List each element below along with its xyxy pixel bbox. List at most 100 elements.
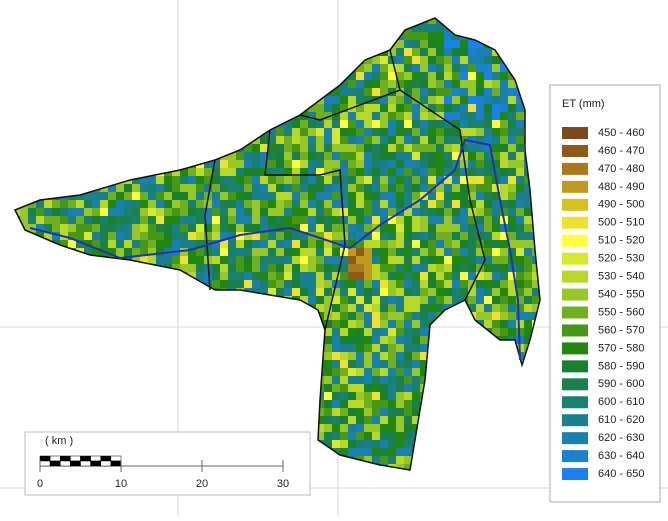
raster-cell (60, 216, 68, 224)
raster-cell (236, 32, 244, 40)
raster-cell (516, 18, 524, 24)
raster-cell (412, 312, 420, 320)
raster-cell (436, 352, 444, 360)
raster-cell (508, 120, 516, 128)
raster-cell (404, 448, 412, 456)
raster-cell (436, 136, 444, 144)
raster-cell (508, 344, 516, 352)
raster-cell (404, 424, 412, 432)
raster-cell (500, 200, 508, 208)
raster-cell (44, 400, 52, 408)
raster-cell (380, 88, 388, 96)
raster-cell (364, 176, 372, 184)
raster-cell (60, 120, 68, 128)
raster-cell (300, 176, 308, 184)
raster-cell (36, 280, 44, 288)
raster-cell (92, 408, 100, 416)
raster-cell (516, 216, 524, 224)
raster-cell (492, 384, 500, 392)
raster-cell (460, 112, 468, 120)
raster-cell (428, 360, 436, 368)
raster-cell (500, 176, 508, 184)
raster-cell (380, 344, 388, 352)
raster-cell (124, 424, 132, 432)
raster-cell (20, 280, 28, 288)
raster-cell (452, 64, 460, 72)
raster-cell (452, 72, 460, 80)
raster-cell (132, 96, 140, 104)
raster-cell (300, 424, 308, 432)
raster-cell (500, 104, 508, 112)
raster-cell (268, 104, 276, 112)
raster-cell (124, 40, 132, 48)
raster-cell (484, 144, 492, 152)
raster-cell (356, 400, 364, 408)
raster-cell (15, 32, 20, 40)
raster-cell (460, 408, 468, 416)
raster-cell (252, 256, 260, 264)
raster-cell (436, 368, 444, 376)
raster-cell (36, 416, 44, 424)
raster-cell (84, 200, 92, 208)
raster-cell (372, 128, 380, 136)
raster-cell (316, 208, 324, 216)
raster-cell (172, 144, 180, 152)
scale-checker (70, 455, 81, 462)
raster-cell (316, 72, 324, 80)
raster-cell (276, 312, 284, 320)
raster-cell (524, 360, 532, 368)
raster-cell (460, 144, 468, 152)
raster-cell (332, 416, 340, 424)
raster-cell (524, 32, 532, 40)
raster-cell (444, 112, 452, 120)
raster-cell (420, 88, 428, 96)
raster-cell (124, 392, 132, 400)
raster-cell (348, 184, 356, 192)
raster-cell (508, 368, 516, 376)
raster-cell (468, 424, 476, 432)
raster-cell (276, 96, 284, 104)
raster-cell (492, 392, 500, 400)
raster-cell (212, 312, 220, 320)
raster-cell (220, 40, 228, 48)
raster-cell (148, 152, 156, 160)
raster-cell (340, 40, 348, 48)
raster-cell (476, 18, 484, 24)
raster-cell (156, 416, 164, 424)
raster-cell (492, 360, 500, 368)
raster-cell (348, 464, 356, 470)
raster-cell (76, 336, 84, 344)
raster-cell (15, 128, 20, 136)
raster-cell (108, 368, 116, 376)
raster-cell (292, 96, 300, 104)
raster-cell (84, 192, 92, 200)
raster-cell (444, 200, 452, 208)
raster-cell (484, 424, 492, 432)
legend-label: 580 - 590 (598, 360, 644, 372)
raster-cell (52, 256, 60, 264)
raster-cell (524, 384, 532, 392)
raster-cell (148, 256, 156, 264)
raster-cell (428, 448, 436, 456)
raster-cell (436, 288, 444, 296)
raster-cell (260, 232, 268, 240)
raster-cell (36, 104, 44, 112)
raster-cell (148, 376, 156, 384)
raster-cell (500, 440, 508, 448)
raster-cell (244, 384, 252, 392)
raster-cell (516, 48, 524, 56)
raster-cell (356, 448, 364, 456)
raster-cell (436, 40, 444, 48)
raster-cell (236, 288, 244, 296)
raster-cell (84, 312, 92, 320)
raster-cell (516, 272, 524, 280)
raster-cell (268, 160, 276, 168)
raster-cell (332, 144, 340, 152)
raster-cell (292, 288, 300, 296)
raster-cell (492, 112, 500, 120)
raster-cell (236, 216, 244, 224)
raster-cell (476, 216, 484, 224)
raster-cell (444, 248, 452, 256)
raster-cell (332, 200, 340, 208)
